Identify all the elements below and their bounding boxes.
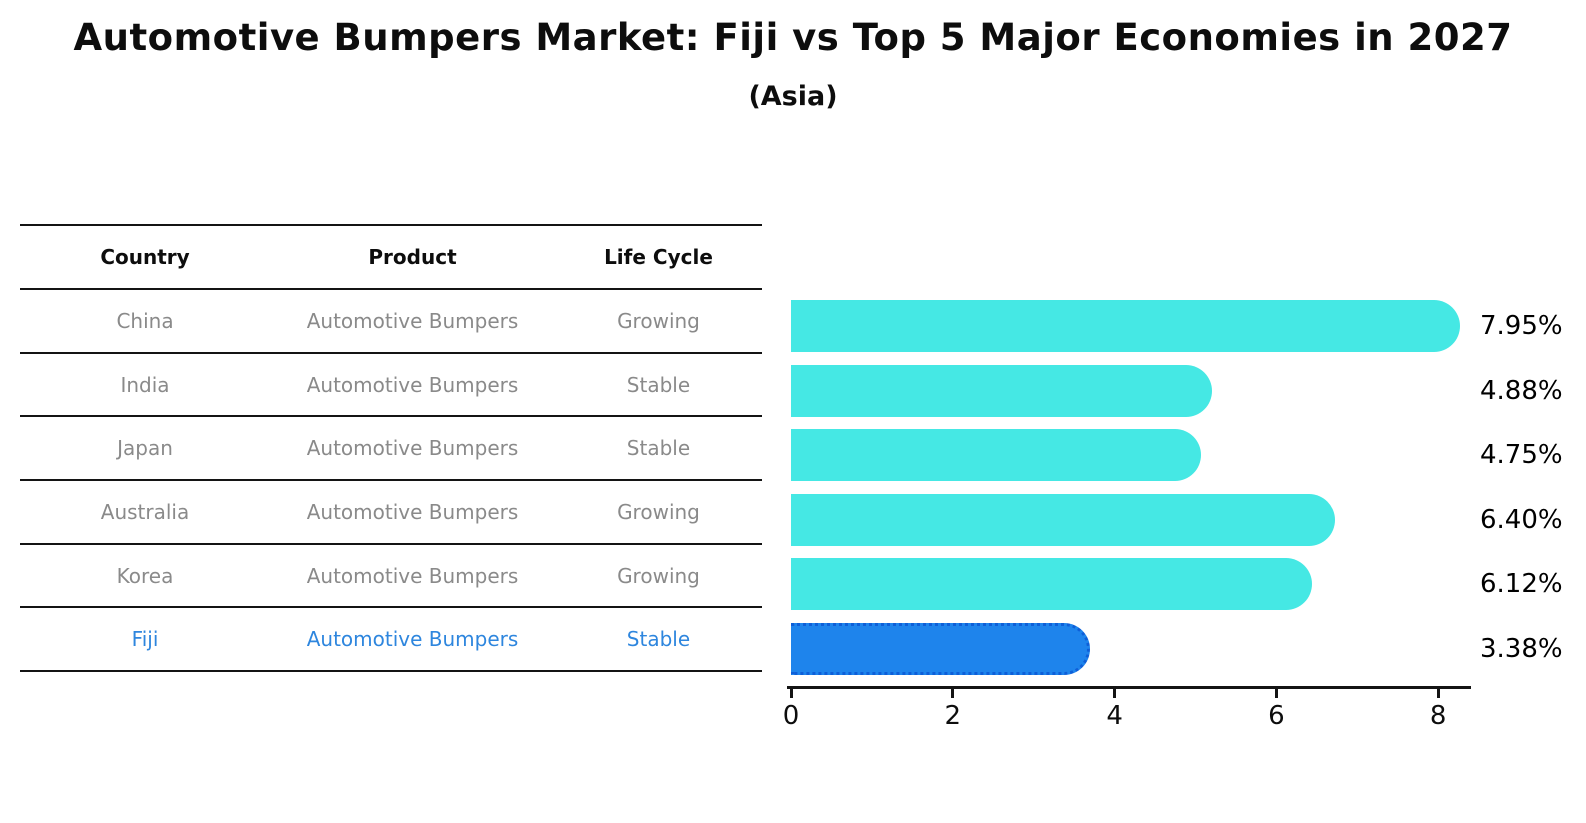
bar-row — [791, 623, 1091, 675]
cell-product: Automotive Bumpers — [306, 436, 519, 461]
x-axis-tick-label: 6 — [1268, 701, 1285, 731]
cell-country: Australia — [100, 499, 190, 524]
cell-product: Automotive Bumpers — [306, 372, 519, 397]
bar-australia — [791, 493, 1335, 546]
cell-life-cycle: Stable — [626, 436, 691, 461]
column-header-product: Product — [368, 245, 457, 269]
column-header-country: Country — [100, 245, 190, 269]
bar-row — [791, 429, 1202, 482]
bar-india — [791, 364, 1212, 417]
table-header-row: Country Product Life Cycle — [20, 226, 762, 290]
x-axis-tick-label: 8 — [1429, 701, 1447, 731]
bar-value-label: 6.40% — [1480, 504, 1563, 535]
comparison-table: Country Product Life Cycle China Automot… — [20, 224, 762, 673]
table-row: India Automotive Bumpers Stable — [20, 354, 762, 418]
cell-product: Automotive Bumpers — [306, 627, 519, 652]
x-axis-line — [787, 686, 1471, 689]
cell-country: China — [116, 308, 174, 333]
bar-row — [791, 558, 1313, 611]
cell-country: Fiji — [131, 627, 159, 652]
bar-value-label: 7.95% — [1480, 311, 1563, 341]
table-row-fiji: Fiji Automotive Bumpers Stable — [20, 608, 762, 673]
x-axis: 0 2 4 6 8 — [783, 686, 1491, 746]
cell-life-cycle: Growing — [617, 308, 700, 333]
bar-row — [791, 493, 1335, 546]
bar-value-label: 4.88% — [1480, 375, 1563, 406]
cell-product: Automotive Bumpers — [306, 563, 519, 588]
x-axis-tick-label: 2 — [944, 701, 962, 731]
tick-mark — [1274, 689, 1278, 698]
cell-product: Automotive Bumpers — [306, 499, 519, 524]
cell-country: Korea — [116, 563, 174, 588]
bar-fiji-highlighted — [791, 623, 1091, 675]
tick-mark — [1436, 689, 1440, 698]
bar-value-label: 6.12% — [1480, 569, 1563, 600]
tick-mark — [789, 689, 793, 698]
tick-mark — [1113, 689, 1117, 698]
bar-korea — [791, 558, 1313, 611]
chart-subtitle: (Asia) — [748, 81, 838, 112]
cell-life-cycle: Stable — [626, 372, 691, 397]
tick-mark — [951, 689, 955, 698]
x-axis-tick-label: 4 — [1106, 701, 1123, 731]
cell-life-cycle: Stable — [626, 627, 691, 652]
cell-country: Japan — [117, 436, 173, 461]
table-row: Korea Automotive Bumpers Growing — [20, 545, 762, 609]
cell-product: Automotive Bumpers — [306, 308, 519, 333]
table-row: China Automotive Bumpers Growing — [20, 290, 762, 354]
bar-china — [791, 300, 1461, 352]
x-axis-tick-label: 0 — [782, 701, 800, 731]
table-row: Japan Automotive Bumpers Stable — [20, 417, 762, 482]
bar-japan — [791, 429, 1202, 482]
cell-country: India — [120, 372, 170, 397]
column-header-life-cycle: Life Cycle — [604, 245, 713, 269]
bar-row — [791, 300, 1461, 352]
bar-value-label: 4.75% — [1480, 440, 1563, 471]
table-row: Australia Automotive Bumpers Growing — [20, 481, 762, 545]
bar-value-label: 3.38% — [1480, 634, 1563, 664]
bar-row — [791, 364, 1212, 417]
cell-life-cycle: Growing — [617, 499, 700, 524]
cell-life-cycle: Growing — [617, 563, 700, 588]
bar-plot-area: 7.95% 4.88% 4.75% 6.40% 6.12% 3.38% — [791, 300, 1563, 700]
chart-title: Automotive Bumpers Market: Fiji vs Top 5… — [73, 16, 1513, 59]
